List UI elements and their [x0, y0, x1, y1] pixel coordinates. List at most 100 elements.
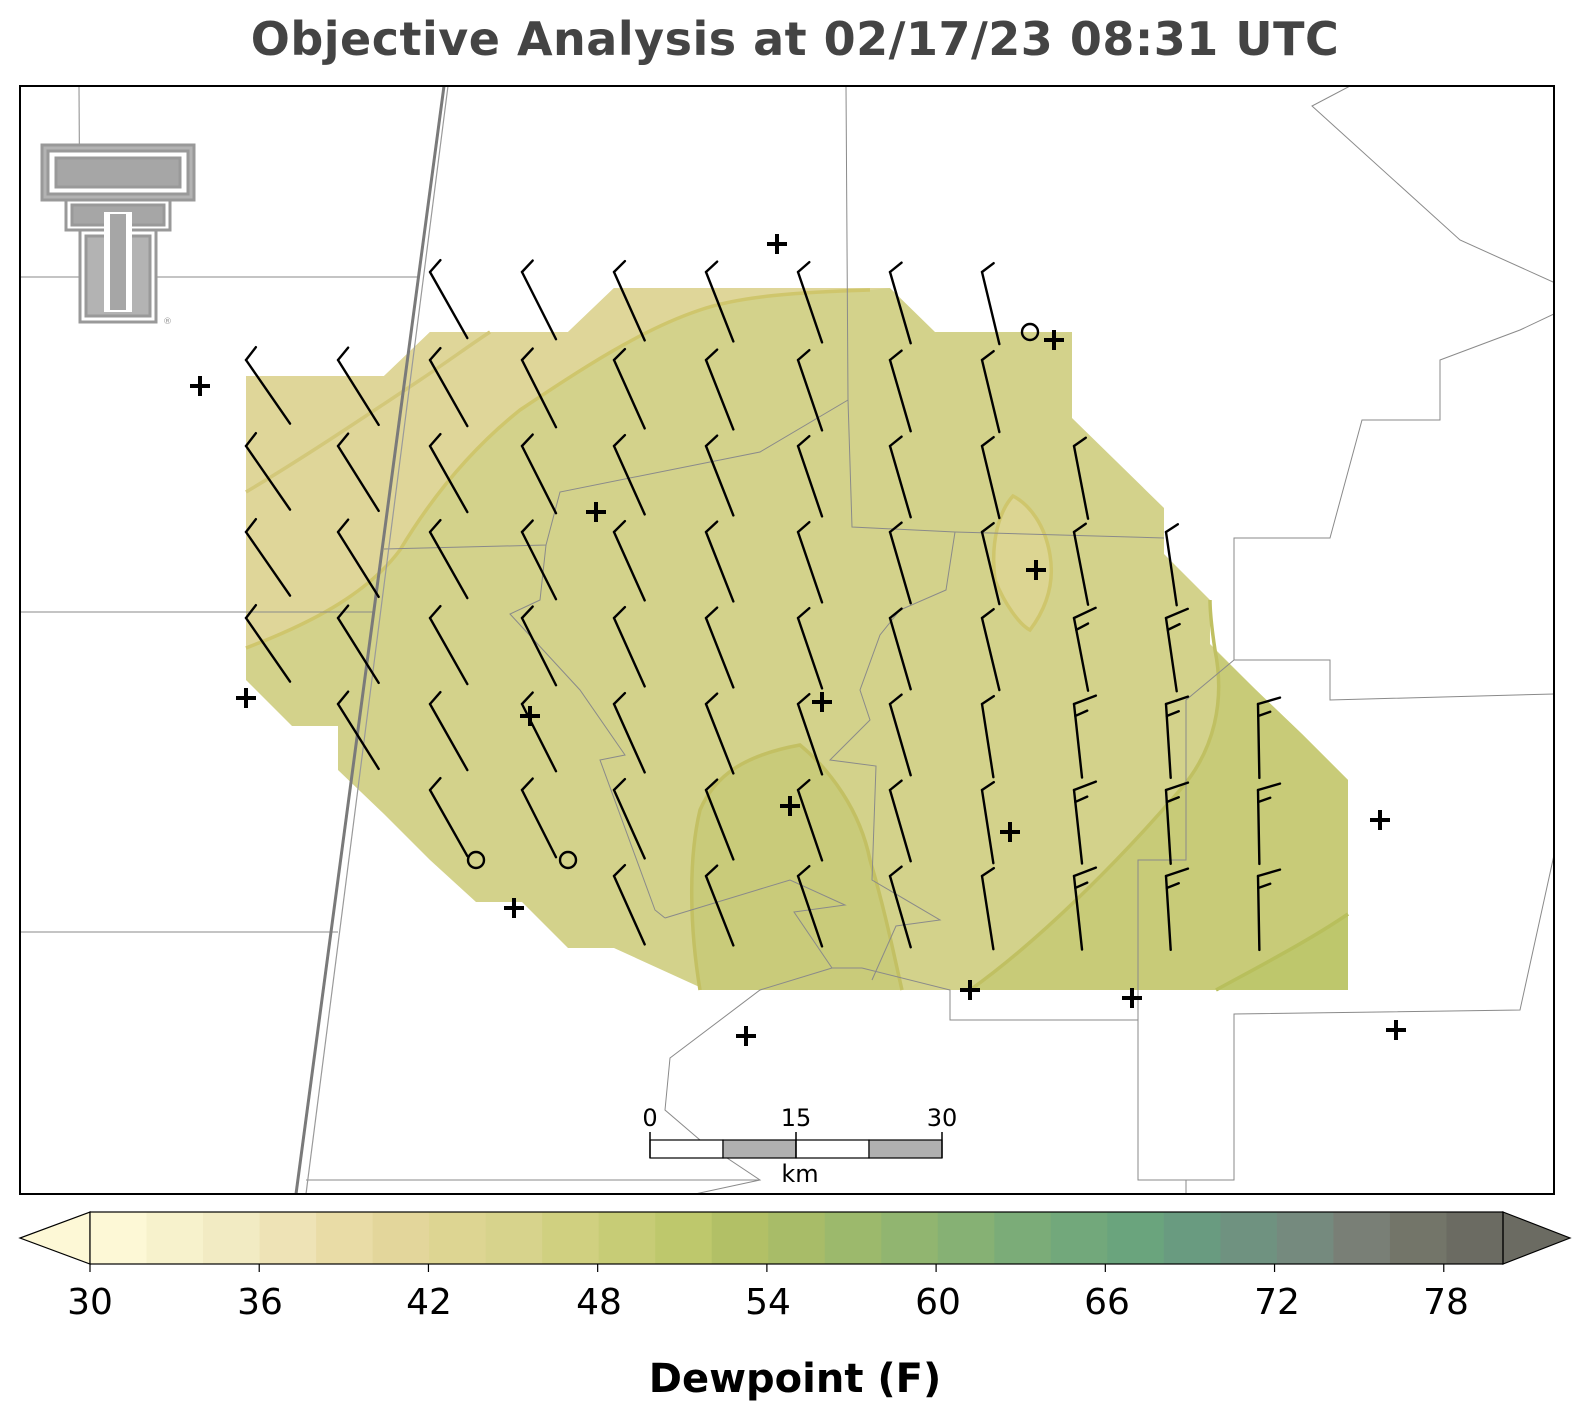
map-title: Objective Analysis at 02/17/23 08:31 UTC	[250, 12, 1340, 66]
station-cross	[1044, 330, 1064, 350]
station-cross	[767, 234, 787, 254]
wind-barb	[1072, 606, 1097, 692]
colorbar-segment	[655, 1212, 713, 1264]
wind-barb	[612, 347, 646, 430]
wind-barb	[1164, 523, 1180, 607]
wind-barb	[612, 433, 646, 516]
wind-barb	[704, 864, 735, 947]
wind-barb	[888, 261, 912, 345]
station-cross	[520, 706, 540, 726]
wind-barb	[520, 259, 558, 341]
wind-barb	[428, 432, 469, 514]
scale-label-30: 30	[926, 1104, 958, 1132]
colorbar-segment	[937, 1212, 995, 1264]
colorbar-segment	[316, 1212, 374, 1264]
wind-barb	[704, 778, 735, 861]
colorbar-tick: 48	[576, 1282, 622, 1323]
wind-barb	[796, 260, 824, 344]
colorbar-segment	[598, 1212, 656, 1264]
wind-barb	[244, 517, 292, 597]
wind-barb	[980, 349, 1001, 434]
station-cross	[1026, 560, 1046, 580]
wind-barb	[428, 604, 469, 686]
colorbar-tick: 30	[67, 1282, 113, 1323]
station-cross	[1386, 1020, 1406, 1040]
colorbar-frame	[89, 1211, 1504, 1265]
colorbar-tick: 54	[745, 1282, 791, 1323]
county-boundaries	[20, 86, 1554, 1194]
wind-barb	[888, 865, 912, 949]
station-calm	[466, 850, 486, 870]
wind-barb	[612, 863, 646, 946]
dewpoint-fill-dry-pocket	[993, 496, 1052, 630]
wind-barb	[520, 519, 558, 601]
colorbar-segment	[1276, 1212, 1335, 1264]
wind-barb	[612, 605, 646, 688]
wind-barb	[704, 348, 735, 431]
colorbar-tick: 78	[1423, 1282, 1469, 1323]
station-calm	[558, 850, 578, 870]
wind-barb	[244, 431, 292, 511]
colorbar-segment	[1446, 1212, 1504, 1264]
wind-barb	[980, 866, 996, 951]
wind-barb	[888, 693, 912, 777]
wind-barb	[704, 692, 735, 775]
wind-barb	[704, 434, 735, 517]
colorbar-segment	[429, 1212, 487, 1264]
wind-barb	[888, 435, 912, 519]
wind-barb	[796, 520, 824, 604]
colorbar-segment	[146, 1212, 204, 1264]
station-cross	[780, 796, 800, 816]
wind-barb	[704, 520, 735, 603]
wind-barb	[1072, 436, 1090, 520]
state-boundary-secondary	[305, 86, 449, 1194]
colorbar-segment	[1107, 1212, 1165, 1264]
scale-label-0: 0	[642, 1104, 658, 1132]
colorbar-segment	[90, 1212, 148, 1264]
svg-text:®: ®	[163, 317, 172, 327]
colorbar-label: Dewpoint (F)	[648, 1356, 942, 1402]
wind-barb	[796, 606, 824, 690]
wind-barb	[796, 778, 824, 862]
colorbar-segment	[881, 1212, 939, 1264]
wind-barb	[704, 606, 735, 689]
colorbar	[18, 1211, 1572, 1272]
wind-barb	[1072, 780, 1098, 865]
wind-barb	[1164, 607, 1189, 693]
wind-barb	[1164, 867, 1190, 952]
station-cross	[1122, 988, 1142, 1008]
wind-barb	[612, 691, 646, 774]
station-markers	[190, 234, 1406, 1046]
colorbar-segment	[711, 1212, 769, 1264]
wind-barb	[520, 347, 558, 429]
wind-barb	[888, 779, 912, 863]
wind-barb	[1072, 522, 1090, 606]
wind-barb	[336, 604, 380, 685]
dewpoint-fill-moist-east	[970, 650, 1348, 990]
wind-barb	[796, 692, 824, 776]
wind-barb	[796, 348, 824, 432]
station-cross	[812, 692, 832, 712]
colorbar-segment	[372, 1212, 430, 1264]
scale-bar	[649, 1132, 943, 1159]
wind-barb	[612, 259, 646, 342]
dewpoint-fill-region	[246, 288, 1348, 990]
wind-barb	[704, 260, 735, 343]
station-cross	[586, 502, 606, 522]
scale-label-15: 15	[780, 1104, 812, 1132]
wind-barb	[244, 603, 292, 683]
wind-barb	[1164, 695, 1190, 780]
colorbar-tick: 66	[1084, 1282, 1130, 1323]
wind-barb	[428, 776, 469, 858]
colorbar-tick: 60	[915, 1282, 961, 1323]
dewpoint-fill-dry	[246, 288, 890, 648]
station-cross	[1000, 822, 1020, 842]
wind-barb	[888, 607, 912, 691]
state-boundary	[294, 86, 446, 1194]
colorbar-segment	[1389, 1212, 1448, 1264]
station-cross	[236, 688, 256, 708]
double-t-logo: ®	[40, 143, 196, 327]
wind-barb	[428, 346, 469, 428]
wind-barb	[336, 690, 380, 771]
